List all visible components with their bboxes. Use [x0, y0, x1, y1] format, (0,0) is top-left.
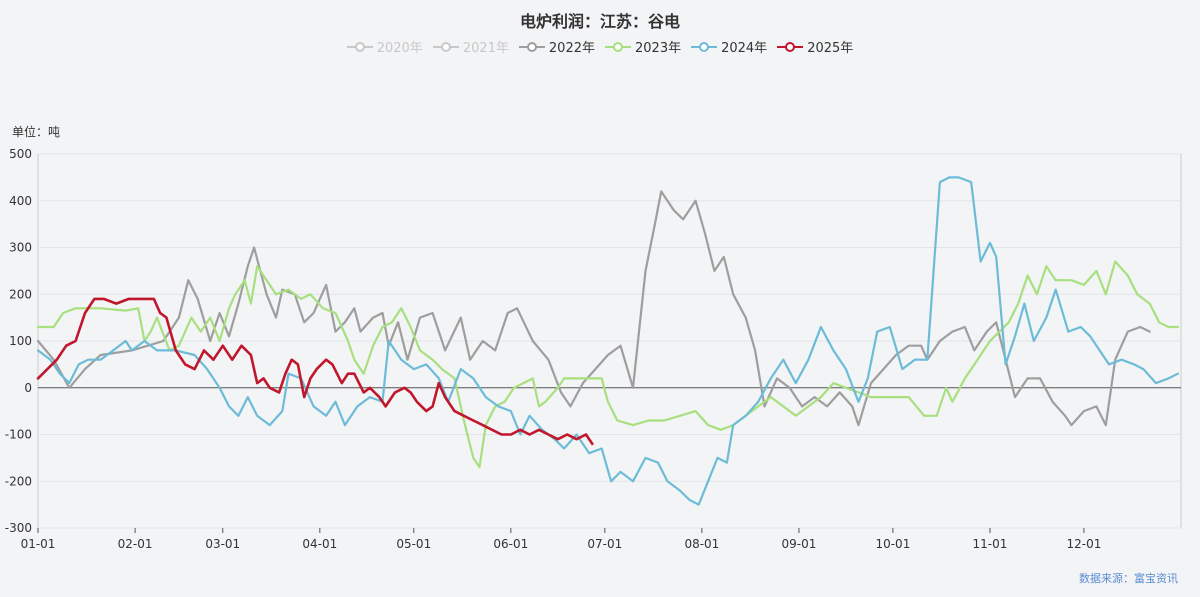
x-tick-label: 06-01: [493, 537, 528, 551]
x-tick-label: 01-01: [21, 537, 56, 551]
x-tick-label: 12-01: [1066, 537, 1101, 551]
y-tick-label: 500: [9, 147, 32, 161]
x-tick-label: 04-01: [302, 537, 337, 551]
x-tick-label: 05-01: [396, 537, 431, 551]
x-tick-label: 11-01: [973, 537, 1008, 551]
legend-item-2024年[interactable]: 2024年: [691, 37, 767, 56]
legend-swatch-icon: [691, 41, 718, 52]
series-line-2024年: [36, 176, 1179, 506]
y-tick-label: -300: [5, 521, 32, 535]
legend-swatch-icon: [346, 41, 373, 52]
series-line-2023年: [36, 260, 1179, 469]
series-line-2022年: [36, 190, 1151, 427]
y-tick-label: -200: [5, 474, 32, 488]
data-source-label: 数据来源：富宝资讯: [1079, 572, 1178, 585]
series-line-2025年: [36, 297, 594, 446]
x-tick-label: 02-01: [118, 537, 153, 551]
legend-item-2021年[interactable]: 2021年: [432, 37, 509, 56]
x-tick-label: 10-01: [875, 537, 910, 551]
legend-item-2023年[interactable]: 2023年: [605, 37, 681, 56]
chart-title: 电炉利润：江苏：谷电: [519, 12, 680, 31]
y-tick-label: 0: [24, 381, 32, 395]
legend-item-2022年[interactable]: 2022年: [518, 37, 595, 56]
legend-label: 2021年: [462, 41, 509, 56]
x-tick-label: 08-01: [684, 537, 719, 551]
y-tick-label: 300: [9, 241, 32, 255]
legend: 2020年 2021年 2022年 2023年 2024年 2025年: [0, 37, 1200, 56]
legend-item-2025年[interactable]: 2025年: [777, 37, 853, 56]
legend-label: 2024年: [721, 41, 768, 56]
legend-swatch-icon: [518, 41, 545, 52]
legend-label: 2020年: [376, 41, 423, 56]
y-axis-unit-label: 单位：吨: [12, 125, 61, 139]
x-tick-label: 03-01: [205, 537, 240, 551]
x-tick-label: 07-01: [587, 537, 622, 551]
legend-swatch-icon: [432, 41, 459, 52]
legend-swatch-icon: [777, 41, 804, 52]
y-tick-label: 400: [9, 194, 32, 208]
legend-label: 2023年: [635, 41, 682, 56]
y-tick-label: 200: [9, 287, 32, 301]
legend-label: 2022年: [548, 41, 595, 56]
x-tick-label: 09-01: [782, 537, 817, 551]
y-tick-label: 100: [9, 334, 32, 348]
legend-item-2020年[interactable]: 2020年: [346, 37, 423, 56]
legend-swatch-icon: [605, 41, 631, 52]
legend-label: 2025年: [807, 41, 854, 56]
y-tick-label: -100: [5, 428, 32, 442]
